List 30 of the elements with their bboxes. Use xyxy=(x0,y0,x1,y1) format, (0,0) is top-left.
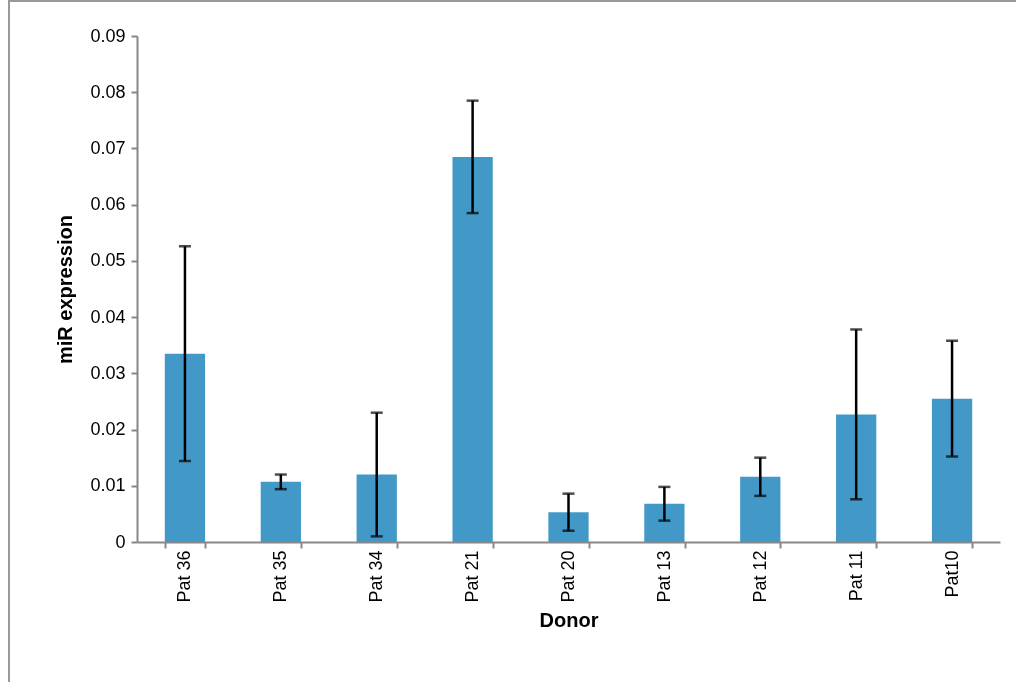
y-tick-label: 0.06 xyxy=(90,194,126,215)
x-tick-label: Pat10 xyxy=(941,550,962,598)
x-tick-label: Pat 35 xyxy=(270,550,291,603)
x-tick-label: Pat 34 xyxy=(366,550,387,603)
x-tick-label: Pat 13 xyxy=(653,550,674,603)
x-tick-label: Pat 12 xyxy=(749,550,770,603)
x-tick-label: Pat 36 xyxy=(174,550,195,603)
bar xyxy=(548,512,589,542)
bar xyxy=(164,353,206,542)
bar xyxy=(356,474,397,542)
bar xyxy=(740,476,781,542)
bar xyxy=(931,398,973,542)
bar xyxy=(260,481,301,542)
y-tick-label: 0.04 xyxy=(90,306,126,327)
x-tick-label: Pat 20 xyxy=(558,550,578,603)
y-tick-label: 0.01 xyxy=(90,475,126,496)
y-tick-label: 0 xyxy=(115,531,126,552)
y-tick-label: 0.05 xyxy=(90,250,126,271)
y-tick-label: 0.07 xyxy=(90,137,126,158)
y-tick-label: 0.08 xyxy=(90,81,126,102)
y-tick-label: 0.09 xyxy=(90,25,126,46)
x-tick-label: Pat 11 xyxy=(845,550,866,602)
bar xyxy=(644,503,685,542)
y-tick-label: 0.03 xyxy=(90,362,126,383)
bar xyxy=(836,414,877,542)
x-axis-title: Donor xyxy=(539,608,599,631)
bar xyxy=(452,156,493,542)
y-axis-title: miR expression xyxy=(54,215,77,364)
x-tick-label: Pat 21 xyxy=(462,550,483,603)
y-tick-label: 0.02 xyxy=(90,419,126,440)
